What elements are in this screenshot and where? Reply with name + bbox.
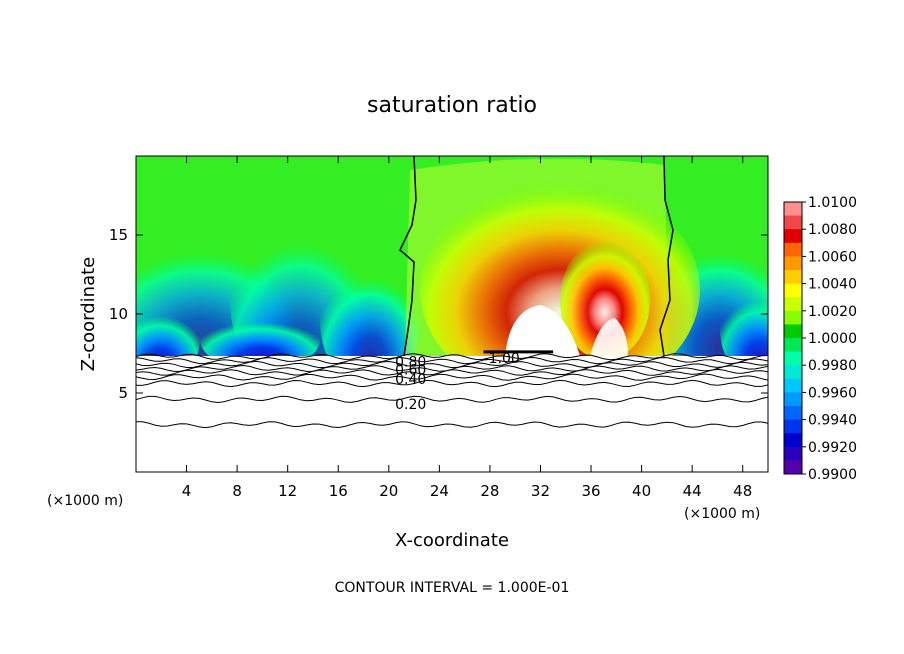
x-tick-label: 36 [581,482,600,500]
colorbar [783,201,803,475]
lower-region [136,356,768,472]
contour-label: 0.40 [395,372,426,388]
colorbar-label: 1.0060 [808,249,857,265]
colorbar-swatch [784,351,802,366]
y-axis-label: Z-coordinate [78,257,99,372]
x-axis-ticks: 4 8 12 16 20 24 28 32 36 40 44 48 [182,156,752,500]
colorbar-label: 1.0040 [808,277,857,293]
colorbar-label: 1.0020 [808,304,857,320]
colorbar-label: 0.9900 [808,467,857,483]
colorbar-swatch [784,419,802,434]
x-tick-label: 16 [329,482,348,500]
colorbar-swatch [784,378,802,393]
x-tick-label: 48 [733,482,752,500]
colorbar-swatch [784,446,802,461]
x-tick-label: 32 [531,482,550,500]
plot-area [136,156,768,472]
contour-line [136,353,768,361]
colorbar-label: 0.9980 [808,358,857,374]
contour-label: 0.80 [395,354,426,370]
colorbar-label: 0.9940 [808,413,857,429]
colorbar-swatch [784,406,802,421]
contour-label: -1.00 [484,351,520,367]
colorbar-label: 1.0000 [808,331,857,347]
colorbar-swatch [784,392,802,407]
x-tick-label: 8 [232,482,242,500]
colorbar-swatch [784,229,802,244]
x-unit-label-left: (×1000 m) [47,493,123,509]
colorbar-swatch [784,256,802,271]
x-tick-label: 44 [683,482,702,500]
contour-lines [136,350,768,429]
x-tick-label: 20 [379,482,398,500]
cloud-region [405,158,700,400]
colorbar-swatch [784,270,802,285]
x-tick-label: 28 [480,482,499,500]
colorbar-swatch [784,460,802,475]
x-tick-label: 4 [182,482,192,500]
x-unit-label-right: (×1000 m) [684,506,760,522]
colorbar-label: 1.0100 [808,195,857,211]
contour-label: 0.60 [395,362,426,378]
chart-title: saturation ratio [367,93,537,118]
colorbar-swatch [784,215,802,230]
colorbar-label: 0.9960 [808,385,857,401]
x-tick-label: 12 [278,482,297,500]
colorbar-label: 0.9920 [808,440,857,456]
colorbar-swatch [784,324,802,339]
cloud-edge-left [399,156,417,357]
x-tick-label: 24 [430,482,449,500]
y-tick-label: 10 [109,305,128,323]
y-axis-ticks: 5 10 15 [109,226,768,402]
colorbar-labels: 1.0100 1.0080 1.0060 1.0040 1.0020 1.0000 0.99… [802,195,857,483]
cloud-edge-right [659,156,674,357]
colorbar-swatch [784,283,802,298]
colorbar-swatch [784,202,802,217]
contour-line [136,373,768,381]
colorbar-swatch [784,310,802,325]
x-tick-label: 40 [632,482,651,500]
contour-line [136,368,768,376]
y-tick-label: 5 [118,384,128,402]
colorbar-swatch [784,433,802,448]
colorbar-swatch [784,338,802,353]
contour-line [136,421,768,429]
contour-line [136,356,768,365]
x-axis-label: X-coordinate [395,530,509,551]
colorbar-label: 1.0080 [808,222,857,238]
colorbar-swatch [784,297,802,312]
contour-line [136,360,768,369]
colorbar-swatch [784,242,802,257]
contour-labels: 0.800.600.40 0.20 -1.00 [395,351,520,413]
contour-line [136,379,768,388]
contour-interval-note: CONTOUR INTERVAL = 1.000E-01 [335,580,570,596]
contour-label: 0.20 [395,397,426,413]
y-tick-label: 15 [109,226,128,244]
contour-line [136,395,768,404]
colorbar-swatch [784,365,802,380]
